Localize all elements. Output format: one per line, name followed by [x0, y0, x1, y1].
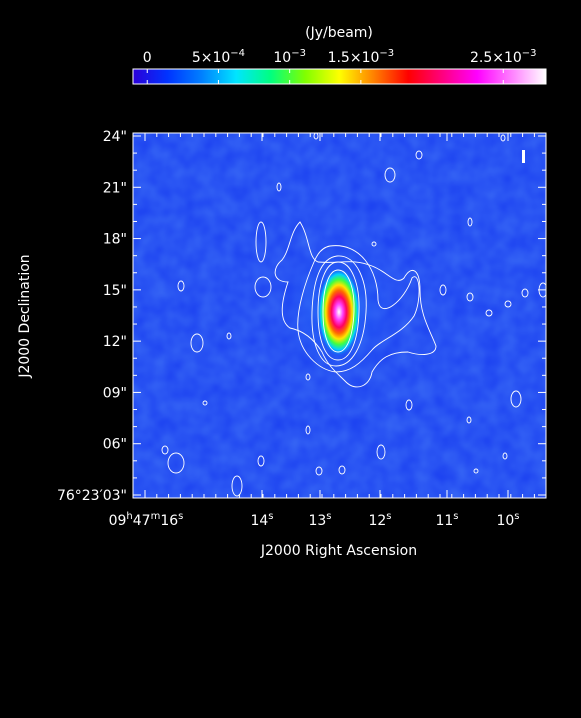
y-tick-label: 15" — [103, 283, 127, 299]
x-tick-label: 09h47m16s — [109, 511, 184, 529]
plot-frame — [132, 132, 547, 499]
contour-blob — [231, 475, 243, 497]
contour-blob — [376, 444, 386, 460]
contour-blob — [466, 416, 472, 424]
axis-ticks — [133, 133, 546, 498]
contour-blob — [305, 373, 311, 381]
contour-blob — [473, 468, 479, 474]
x-tick-label: 11s — [435, 511, 458, 529]
y-tick-label: 09" — [103, 385, 127, 401]
colorbar-tick-label: 5×10−4 — [192, 48, 245, 66]
contour-blob — [504, 300, 512, 308]
contour-blob — [254, 276, 272, 298]
contour-blob — [315, 466, 323, 476]
contour-blob — [371, 241, 377, 247]
contour-blob — [405, 399, 413, 411]
image-panel — [133, 133, 546, 498]
beam-marker — [522, 150, 525, 163]
colorbar: (Jy/beam) 0 5×10−4 10−3 1.5×10−3 2.5×10−3 — [132, 25, 547, 85]
contour-blob — [313, 133, 319, 140]
x-tick-label: 14s — [250, 511, 273, 529]
y-axis-label: J2000 Declination — [17, 254, 33, 378]
contour-blob — [305, 425, 311, 435]
x-tick-label: 12s — [368, 511, 391, 529]
contour-blob — [466, 292, 474, 302]
contour-level-2 — [297, 245, 420, 373]
contour-blob — [190, 333, 204, 353]
colorbar-tick-label: 2.5×10−3 — [470, 48, 537, 66]
x-tick-label: 10s — [496, 511, 519, 529]
colorbar-unit-label: (Jy/beam) — [305, 25, 373, 41]
x-tick-label: 13s — [308, 511, 331, 529]
contour-blob — [384, 167, 396, 183]
contour-blob — [415, 150, 423, 160]
contour-blob — [502, 452, 508, 460]
contour-blob — [521, 288, 529, 298]
y-tick-label: 21" — [103, 180, 127, 196]
contours — [161, 133, 546, 497]
y-tick-label: 76°23′03" — [57, 488, 127, 504]
radio-source — [317, 267, 361, 357]
colorbar-gradient — [132, 68, 547, 85]
contour-blob — [500, 134, 506, 142]
y-tick-label: 24" — [103, 129, 127, 145]
contour-blob — [338, 465, 346, 475]
y-tick-label: 12" — [103, 334, 127, 350]
contour-blob — [485, 309, 493, 317]
contour-level-3 — [311, 255, 367, 367]
x-axis-label: J2000 Right Ascension — [260, 543, 417, 559]
contour-blob — [276, 182, 282, 192]
contour-blob — [177, 280, 185, 292]
colorbar-tick-labels: 0 5×10−4 10−3 1.5×10−3 2.5×10−3 — [143, 48, 537, 66]
colorbar-ticks — [146, 69, 504, 84]
y-tick-label: 06" — [103, 437, 127, 453]
colorbar-tick-label: 0 — [143, 50, 152, 66]
contour-blob — [255, 221, 267, 263]
contour-blob — [257, 455, 265, 467]
colorbar-tick-label: 10−3 — [273, 48, 306, 66]
y-tick-labels: 24" 21" 18" 15" 12" 09" 06" 76°23′03" — [57, 129, 127, 504]
contour-blob — [161, 445, 169, 455]
x-tick-labels: 09h47m16s 14s 13s 12s 11s 10s — [109, 511, 520, 529]
y-tick-label: 18" — [103, 232, 127, 248]
colorbar-tick-label: 1.5×10−3 — [328, 48, 395, 66]
contour-blob — [202, 400, 208, 406]
contour-level-1 — [274, 221, 437, 388]
contour-blob — [510, 390, 522, 408]
contour-blob — [467, 217, 473, 227]
contour-level-5 — [322, 269, 355, 353]
contour-blob — [167, 452, 185, 474]
contour-blob — [439, 284, 447, 296]
contour-blob — [226, 332, 232, 340]
contour-level-4 — [317, 261, 360, 361]
